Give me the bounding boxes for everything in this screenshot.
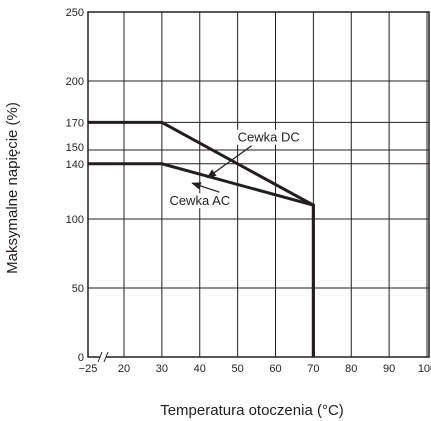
- x-tick-label: 80: [345, 363, 357, 375]
- y-tick-label: 150: [66, 142, 84, 154]
- y-tick-label: 50: [72, 283, 84, 295]
- annotation-label: Cewka DC: [238, 130, 300, 145]
- annotation-arrow: [206, 145, 252, 179]
- y-tick-label: 170: [66, 117, 84, 129]
- x-tick-label: 30: [156, 363, 168, 375]
- series-line-cewka-ac: [88, 162, 315, 357]
- annotation-cewka-ac: Cewka AC: [168, 182, 235, 209]
- annotations: Cewka DC Cewka AC: [168, 129, 303, 209]
- series: [88, 120, 315, 357]
- series-line-cewka-dc: [88, 120, 315, 357]
- x-tick-label: 100: [418, 363, 431, 375]
- grid: [87, 11, 430, 363]
- x-tick-label: 70: [307, 363, 319, 375]
- x-tick-label: 90: [383, 363, 395, 375]
- x-tick-label: 20: [118, 363, 130, 375]
- y-tick-label: 0: [78, 352, 84, 364]
- x-tick-label: 40: [194, 363, 206, 375]
- x-tick-label: 60: [269, 363, 281, 375]
- y-tick-label: 200: [66, 76, 84, 88]
- y-tick-label: 100: [66, 214, 84, 226]
- x-axis-label: Temperatura otoczenia (°C): [160, 402, 344, 419]
- y-axis-label: Maksymalne napięcie (%): [4, 102, 21, 274]
- annotation-label: Cewka AC: [169, 193, 230, 208]
- annotation-arrow: [191, 182, 220, 193]
- x-tick-label: −25: [79, 363, 98, 375]
- annotation-cewka-dc: Cewka DC: [206, 129, 303, 179]
- x-axis-break: [97, 351, 109, 363]
- y-tick-label: 250: [66, 7, 84, 19]
- plot-frame: [87, 11, 430, 358]
- ticks: 0 50 100 140 150 170 200 250 −25 20 30 40 50 60 70 80 90…: [66, 7, 431, 375]
- y-tick-label: 140: [66, 159, 84, 171]
- x-tick-label: 50: [232, 363, 244, 375]
